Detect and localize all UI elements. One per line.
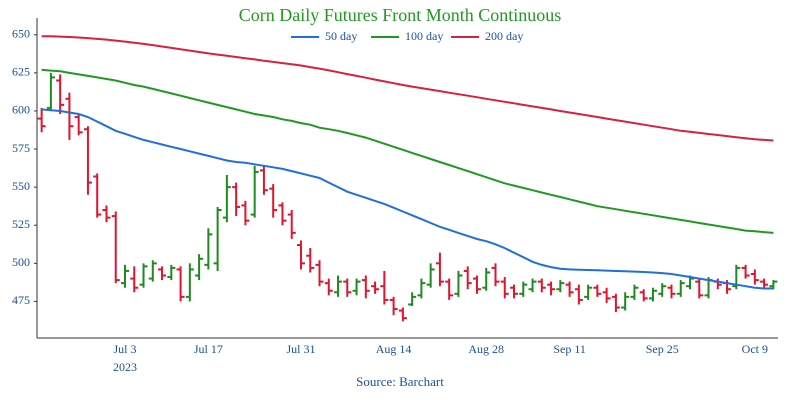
x-tick-label: Jul 31 (286, 342, 315, 356)
source-note: Source: Barchart (356, 374, 444, 389)
y-tick-label: 600 (12, 103, 30, 117)
legend-label: 50 day (325, 29, 357, 43)
x-tick-label: Aug 14 (376, 342, 412, 356)
ma-line (41, 108, 774, 290)
legend-label: 200 day (485, 29, 523, 43)
legend-label: 100 day (405, 29, 443, 43)
x-tick-label: Jul 17 (194, 342, 223, 356)
y-tick-label: 550 (12, 179, 30, 193)
y-tick-label: 575 (12, 141, 30, 155)
ma-line (41, 35, 774, 142)
y-tick-label: 525 (12, 217, 30, 231)
x-tick-label: Sep 11 (553, 342, 586, 356)
x-tick-label: Aug 28 (468, 342, 504, 356)
x-tick-label: Jul 3 (113, 342, 136, 356)
ma-line (41, 68, 774, 234)
y-tick-label: 625 (12, 65, 30, 79)
x-tick-label: Oct 9 (742, 342, 768, 356)
y-tick-label: 650 (12, 27, 30, 41)
x-tick-label: Sep 25 (646, 342, 679, 356)
y-tick-label: 500 (12, 255, 30, 269)
y-tick-label: 475 (12, 293, 30, 307)
x-year-label: 2023 (113, 360, 137, 374)
chart-title: Corn Daily Futures Front Month Continuou… (239, 5, 562, 25)
